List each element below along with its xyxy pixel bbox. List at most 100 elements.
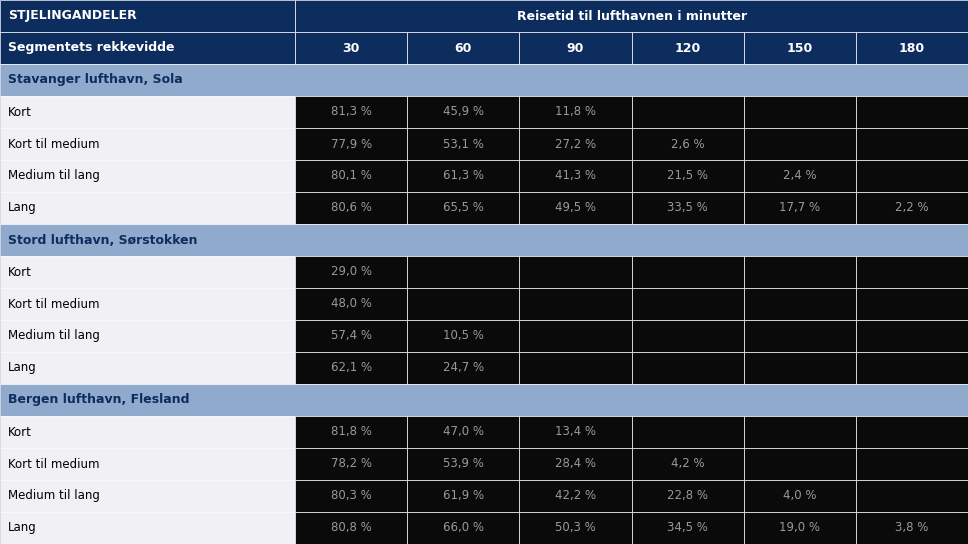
Bar [856,192,968,224]
Text: 180: 180 [899,41,925,54]
Text: 22,8 %: 22,8 % [667,490,709,503]
Text: 90: 90 [567,41,585,54]
Bar [520,32,631,64]
Bar [408,352,520,384]
Bar [0,32,295,64]
Bar [856,480,968,512]
Text: 78,2 %: 78,2 % [331,458,372,471]
Text: STJELINGANDELER: STJELINGANDELER [8,9,136,22]
Bar [295,160,408,192]
Bar [0,224,968,256]
Text: 2,4 %: 2,4 % [783,170,817,182]
Text: 61,9 %: 61,9 % [443,490,484,503]
Text: 81,3 %: 81,3 % [331,106,372,119]
Bar [743,192,856,224]
Bar [408,192,520,224]
Bar [520,160,631,192]
Bar [0,352,295,384]
Bar [520,256,631,288]
Bar [0,256,295,288]
Text: Kort til medium: Kort til medium [8,458,100,471]
Text: 80,1 %: 80,1 % [331,170,372,182]
Bar [520,512,631,544]
Text: 53,9 %: 53,9 % [443,458,484,471]
Bar [295,32,408,64]
Text: Kort til medium: Kort til medium [8,138,100,151]
Bar [408,160,520,192]
Bar [408,512,520,544]
Text: 34,5 %: 34,5 % [667,522,709,535]
Bar [295,512,408,544]
Text: Lang: Lang [8,201,37,214]
Bar [856,288,968,320]
Bar [295,0,968,32]
Bar [295,128,408,160]
Bar [0,480,295,512]
Text: 28,4 %: 28,4 % [555,458,596,471]
Bar [631,128,743,160]
Text: 41,3 %: 41,3 % [555,170,596,182]
Bar [743,352,856,384]
Bar [743,320,856,352]
Bar [631,32,743,64]
Text: 4,0 %: 4,0 % [783,490,817,503]
Text: Lang: Lang [8,362,37,374]
Bar [295,96,408,128]
Bar [0,384,968,416]
Text: Kort: Kort [8,265,32,279]
Bar [743,128,856,160]
Bar [520,480,631,512]
Bar [631,288,743,320]
Bar [856,512,968,544]
Text: 120: 120 [675,41,701,54]
Bar [631,480,743,512]
Bar [743,96,856,128]
Text: 60: 60 [455,41,472,54]
Text: Kort: Kort [8,106,32,119]
Bar [856,128,968,160]
Bar [520,352,631,384]
Text: 80,3 %: 80,3 % [331,490,372,503]
Text: 80,8 %: 80,8 % [331,522,372,535]
Bar [631,192,743,224]
Text: Stavanger lufthavn, Sola: Stavanger lufthavn, Sola [8,73,183,86]
Bar [295,288,408,320]
Bar [743,448,856,480]
Bar [520,288,631,320]
Bar [0,160,295,192]
Bar [0,64,968,96]
Text: 27,2 %: 27,2 % [555,138,596,151]
Text: 33,5 %: 33,5 % [667,201,708,214]
Bar [295,448,408,480]
Bar [743,512,856,544]
Bar [856,96,968,128]
Text: 45,9 %: 45,9 % [443,106,484,119]
Text: 47,0 %: 47,0 % [443,425,484,438]
Bar [743,480,856,512]
Text: 80,6 %: 80,6 % [331,201,372,214]
Bar [856,320,968,352]
Bar [0,320,295,352]
Bar [295,192,408,224]
Bar [295,480,408,512]
Text: Kort: Kort [8,425,32,438]
Bar [295,352,408,384]
Bar [408,416,520,448]
Text: Bergen lufthavn, Flesland: Bergen lufthavn, Flesland [8,393,190,406]
Bar [631,96,743,128]
Bar [408,288,520,320]
Text: 30: 30 [343,41,360,54]
Bar [520,128,631,160]
Bar [408,32,520,64]
Text: Medium til lang: Medium til lang [8,490,100,503]
Text: 42,2 %: 42,2 % [555,490,596,503]
Text: 65,5 %: 65,5 % [443,201,484,214]
Bar [631,256,743,288]
Bar [520,448,631,480]
Bar [0,416,295,448]
Bar [743,416,856,448]
Text: 150: 150 [787,41,813,54]
Text: 77,9 %: 77,9 % [331,138,372,151]
Bar [408,480,520,512]
Bar [743,160,856,192]
